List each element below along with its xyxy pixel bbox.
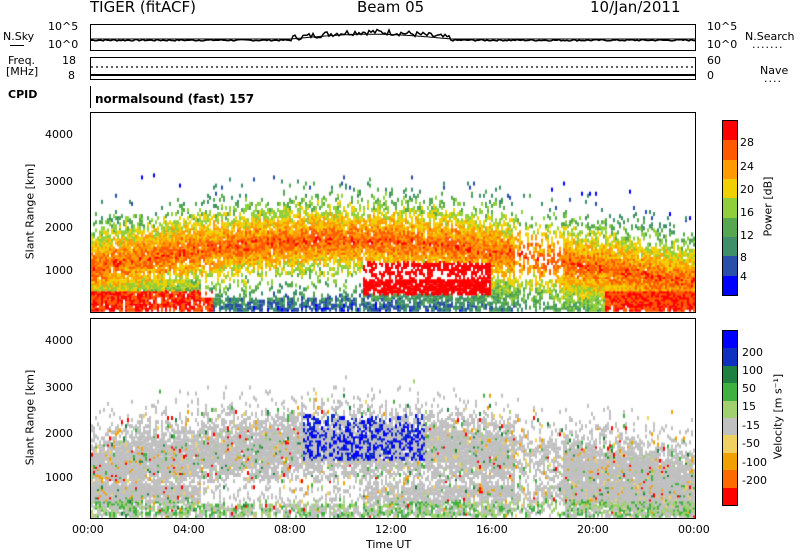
velocity-cbar-tick-200: 200 [742, 346, 763, 359]
velocity-ylabel: Slant Range [km] [23, 369, 37, 466]
cpid-value: normalsound (fast) 157 [95, 92, 255, 106]
nsearch-label: N.Search [745, 30, 795, 43]
freq-tick-bottom-left: 8 [68, 69, 75, 82]
velocity-heatmap [91, 319, 695, 518]
velocity-ytick-2000: 2000 [45, 427, 73, 440]
cpid-panel [90, 86, 696, 108]
velocity-cbar-tick-neg50: -50 [742, 437, 760, 450]
nsearch-legend: ....... [752, 38, 784, 51]
nsky-tick-top-left: 10^5 [48, 20, 79, 33]
freq-label-line1: Freq. [8, 54, 36, 67]
power-ytick-2000: 2000 [45, 221, 73, 234]
freq-tick-bottom-right: 0 [707, 69, 714, 82]
x-tick-label: 00:00 [72, 523, 104, 536]
velocity-ytick-3000: 3000 [45, 381, 73, 394]
power-cbar-tick-16: 16 [740, 206, 754, 219]
freq-trace [91, 66, 695, 76]
velocity-ytick-1000: 1000 [45, 471, 73, 484]
velocity-panel [90, 318, 696, 519]
power-heatmap [91, 113, 695, 312]
nsky-label: N.Sky [3, 30, 35, 43]
velocity-cbar-tick-neg200: -200 [742, 474, 767, 487]
power-cbar-tick-24: 24 [740, 160, 754, 173]
velocity-cbar-tick-100: 100 [742, 364, 763, 377]
nsky-panel [90, 24, 696, 51]
power-colorbar-label: Power [dB] [761, 176, 775, 237]
freq-tick-top-left: 18 [62, 54, 76, 67]
x-tick-label: 04:00 [173, 523, 205, 536]
nsky-tick-bottom-left: 10^0 [48, 38, 79, 51]
nsky-label-underline [10, 45, 24, 46]
power-ytick-4000: 4000 [45, 128, 73, 141]
velocity-cbar-tick-neg100: -100 [742, 456, 767, 469]
radar-title: TIGER (fitACF) [90, 0, 197, 16]
nave-label: Nave [760, 64, 789, 77]
power-cbar-tick-28: 28 [740, 136, 754, 149]
date-label: 10/Jan/2011 [590, 0, 681, 16]
x-tick-label: 16:00 [476, 523, 508, 536]
power-panel [90, 112, 696, 313]
velocity-cbar-tick-neg15: -15 [742, 419, 760, 432]
x-axis-label: Time UT [366, 538, 412, 551]
freq-tick-top-right: 60 [707, 54, 721, 67]
nsky-tick-bottom-right: 10^0 [707, 38, 738, 51]
x-tick-label: 00:00 [678, 523, 710, 536]
velocity-colorbar-label: Velocity [m s⁻¹] [771, 373, 785, 460]
freq-panel [90, 57, 696, 80]
x-tick-label: 20:00 [577, 523, 609, 536]
power-colorbar [722, 120, 738, 296]
velocity-ytick-4000: 4000 [45, 334, 73, 347]
beam-label: Beam 05 [357, 0, 425, 16]
power-cbar-tick-8: 8 [740, 251, 747, 264]
cpid-label: CPID [8, 88, 38, 101]
power-ytick-1000: 1000 [45, 264, 73, 277]
nsky-trace [91, 28, 695, 42]
power-cbar-tick-20: 20 [740, 183, 754, 196]
x-tick-label: 08:00 [274, 523, 306, 536]
freq-label-line2: [MHz] [6, 65, 39, 78]
x-tick-label: 12:00 [375, 523, 407, 536]
velocity-colorbar [722, 330, 738, 506]
nave-legend: .... [764, 72, 782, 85]
power-ylabel: Slant Range [km] [23, 163, 37, 260]
velocity-cbar-tick-15: 15 [742, 400, 756, 413]
power-ytick-3000: 3000 [45, 175, 73, 188]
nsky-tick-top-right: 10^5 [707, 20, 738, 33]
power-cbar-tick-4: 4 [740, 270, 747, 283]
power-cbar-tick-12: 12 [740, 229, 754, 242]
velocity-cbar-tick-50: 50 [742, 382, 756, 395]
